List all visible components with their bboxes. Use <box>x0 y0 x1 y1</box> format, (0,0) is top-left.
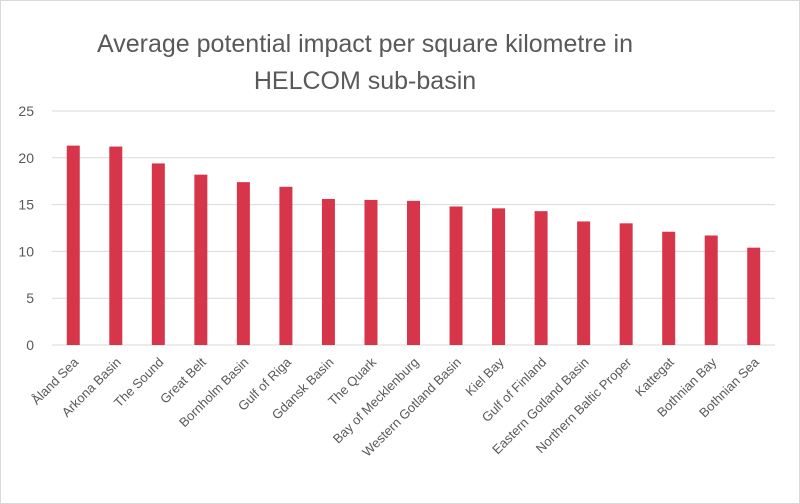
bars <box>66 145 761 345</box>
bar <box>619 223 633 345</box>
bar <box>279 186 293 345</box>
y-tick-label: 20 <box>18 150 34 166</box>
y-tick-label: 25 <box>18 103 34 119</box>
y-tick-label: 15 <box>18 197 34 213</box>
bar <box>109 146 123 345</box>
chart-title-line-2: HELCOM sub-basin <box>253 67 477 95</box>
bar <box>407 200 420 345</box>
bar <box>662 231 676 345</box>
chart-title-line-1: Average potential impact per square kilo… <box>97 30 633 58</box>
y-tick-label: 5 <box>26 290 34 306</box>
bar <box>577 221 591 345</box>
bar <box>747 247 761 345</box>
bar <box>364 199 378 345</box>
bar <box>492 208 506 345</box>
y-tick-label: 10 <box>18 243 34 259</box>
bar <box>151 163 165 345</box>
bar <box>321 198 335 345</box>
bar <box>236 182 250 345</box>
bar <box>449 206 463 345</box>
y-axis-ticks: 0 5 10 15 20 25 <box>18 103 34 353</box>
bar <box>66 145 80 345</box>
y-tick-label: 0 <box>26 337 34 353</box>
bar <box>534 211 548 345</box>
bar <box>194 174 208 345</box>
bar <box>704 235 718 345</box>
